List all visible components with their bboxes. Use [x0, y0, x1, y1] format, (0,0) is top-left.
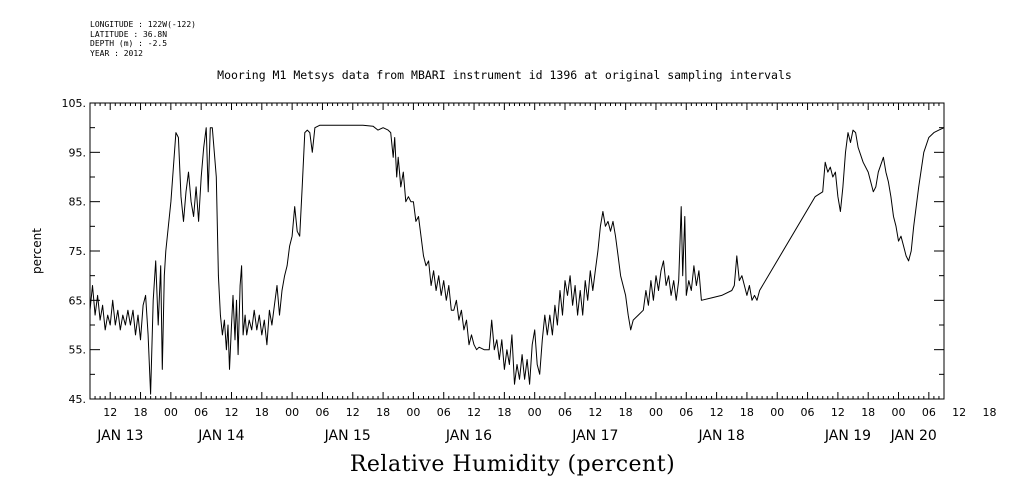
x-day-label: JAN 17	[571, 428, 618, 444]
latitude-text: LATITUDE : 36.8N	[90, 29, 168, 39]
x-hour-tick-label: 06	[315, 406, 329, 419]
x-axis-label: Relative Humidity (percent)	[349, 452, 676, 477]
y-tick-label: 85.	[69, 196, 87, 209]
y-tick-label: 65.	[69, 294, 87, 307]
x-hour-tick-label: 00	[285, 406, 299, 419]
x-hour-tick-label: 18	[376, 406, 390, 419]
x-hour-tick-label: 18	[497, 406, 511, 419]
x-hour-tick-label: 12	[710, 406, 724, 419]
y-tick-label: 105.	[62, 97, 87, 110]
x-hour-tick-label: 06	[194, 406, 208, 419]
x-hour-tick-label: 12	[103, 406, 117, 419]
x-hour-tick-label: 00	[406, 406, 420, 419]
x-day-label: JAN 20	[890, 428, 937, 444]
y-tick-label: 45.	[69, 393, 87, 406]
x-hour-tick-label: 18	[619, 406, 633, 419]
x-hour-tick-label: 12	[831, 406, 845, 419]
x-hour-tick-label: 00	[892, 406, 906, 419]
x-day-label: JAN 19	[824, 428, 871, 444]
x-hour-tick-label: 18	[861, 406, 875, 419]
x-hour-tick-label: 18	[982, 406, 996, 419]
x-day-label: JAN 13	[96, 428, 143, 444]
x-day-label: JAN 14	[197, 428, 244, 444]
x-day-label: JAN 16	[445, 428, 492, 444]
x-hour-tick-label: 06	[558, 406, 572, 419]
x-hour-tick-label: 06	[922, 406, 936, 419]
x-hour-tick-label: 06	[801, 406, 815, 419]
depth-text: DEPTH (m) : -2.5	[90, 39, 168, 48]
y-tick-label: 55.	[69, 344, 87, 357]
x-hour-tick-label: 18	[740, 406, 754, 419]
x-hour-tick-label: 12	[952, 406, 966, 419]
x-day-label: JAN 18	[698, 428, 745, 444]
x-hour-tick-label: 12	[588, 406, 602, 419]
x-hour-tick-label: 12	[224, 406, 238, 419]
y-tick-label: 75.	[69, 245, 87, 258]
x-hour-tick-label: 06	[679, 406, 693, 419]
x-hour-tick-label: 00	[649, 406, 663, 419]
chart-title: Mooring M1 Metsys data from MBARI instru…	[217, 68, 792, 82]
x-hour-tick-label: 00	[528, 406, 542, 419]
x-hour-tick-label: 18	[255, 406, 269, 419]
year-text: YEAR : 2012	[90, 48, 143, 58]
y-tick-label: 95.	[69, 146, 87, 159]
x-hour-tick-label: 18	[134, 406, 148, 419]
x-hour-tick-label: 12	[346, 406, 360, 419]
metadata-block: LONGITUDE : 122W(-122) LATITUDE : 36.8N …	[90, 20, 196, 58]
x-hour-tick-label: 00	[770, 406, 784, 419]
y-axis-label: percent	[30, 228, 44, 274]
x-hour-tick-label: 00	[164, 406, 178, 419]
x-day-label: JAN 15	[324, 428, 371, 444]
longitude-text: LONGITUDE : 122W(-122)	[90, 20, 196, 29]
x-hour-tick-label: 06	[437, 406, 451, 419]
x-hour-tick-label: 12	[467, 406, 481, 419]
series-line	[89, 124, 945, 395]
